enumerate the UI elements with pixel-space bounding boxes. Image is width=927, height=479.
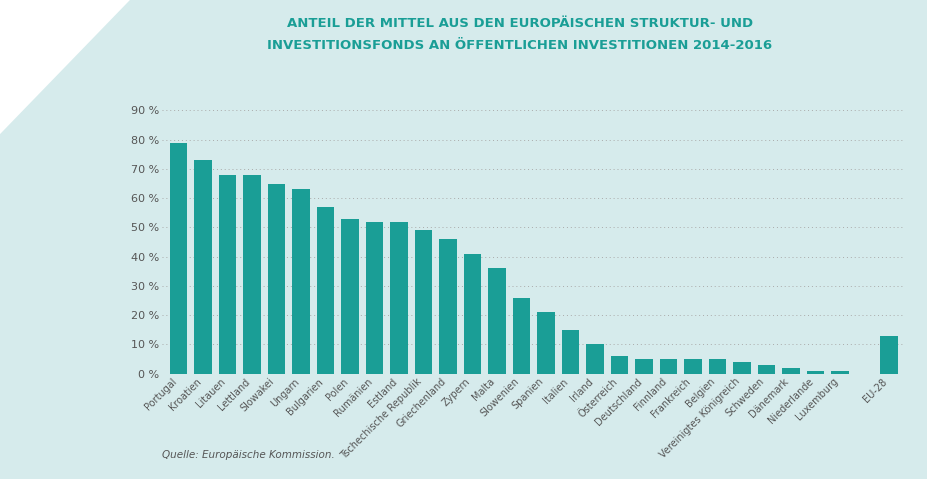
Bar (561, 330, 578, 374)
Bar (194, 160, 211, 374)
Bar (806, 371, 823, 374)
Bar (267, 183, 285, 374)
Bar (170, 143, 187, 374)
Bar (512, 297, 529, 374)
Bar (365, 222, 383, 374)
Text: INVESTITIONSFONDS AN ÖFFENTLICHEN INVESTITIONEN 2014-2016: INVESTITIONSFONDS AN ÖFFENTLICHEN INVEST… (267, 39, 771, 52)
Bar (316, 207, 334, 374)
Bar (292, 189, 310, 374)
Bar (414, 230, 432, 374)
Bar (610, 356, 628, 374)
Bar (586, 344, 603, 374)
Bar (732, 362, 750, 374)
Bar (537, 312, 554, 374)
Bar (488, 268, 505, 374)
Bar (340, 218, 358, 374)
Bar (781, 368, 799, 374)
Bar (756, 365, 774, 374)
Bar (831, 371, 848, 374)
Bar (659, 359, 677, 374)
Bar (463, 254, 480, 374)
Text: Quelle: Europäische Kommission.: Quelle: Europäische Kommission. (162, 450, 335, 460)
Bar (218, 175, 235, 374)
Bar (708, 359, 726, 374)
Bar (389, 222, 407, 374)
Bar (438, 239, 456, 374)
Bar (634, 359, 652, 374)
Bar (243, 175, 260, 374)
Bar (879, 336, 896, 374)
Text: ANTEIL DER MITTEL AUS DEN EUROPÄISCHEN STRUKTUR- UND: ANTEIL DER MITTEL AUS DEN EUROPÄISCHEN S… (286, 17, 752, 30)
Bar (683, 359, 701, 374)
